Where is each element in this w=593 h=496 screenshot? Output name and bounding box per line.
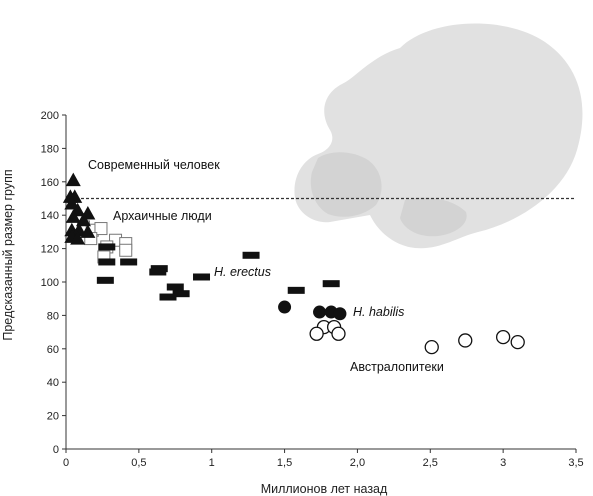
x-tick-label: 0 xyxy=(63,457,69,469)
x-tick-label: 1 xyxy=(209,457,215,469)
rectangle-marker xyxy=(193,273,211,281)
annotation-modern-human: Современный человек xyxy=(88,158,220,172)
y-tick-label: 0 xyxy=(53,444,59,456)
y-tick-label: 80 xyxy=(47,310,59,322)
y-tick-label: 100 xyxy=(41,277,59,289)
x-tick-label: 2,5 xyxy=(423,457,438,469)
rectangle-marker xyxy=(120,258,138,266)
skull-shading xyxy=(310,152,467,237)
rectangle-marker xyxy=(149,268,167,276)
filled-circle-marker xyxy=(278,300,292,314)
rectangle-marker xyxy=(166,283,184,291)
open-circle-marker xyxy=(495,329,511,345)
y-tick-label: 140 xyxy=(41,210,59,222)
y-tick-label: 60 xyxy=(47,344,59,356)
y-tick-label: 40 xyxy=(47,377,59,389)
rectangle-marker xyxy=(242,251,260,259)
y-tick-label: 180 xyxy=(41,143,59,155)
triangle-marker xyxy=(70,231,86,245)
triangle-marker xyxy=(71,222,87,237)
triangle-marker xyxy=(80,224,96,238)
rectangle-marker xyxy=(322,280,340,288)
x-tick-label: 0,5 xyxy=(131,457,146,469)
filled-circle-marker xyxy=(333,307,347,321)
rectangle-marker xyxy=(172,290,190,298)
annotation-australopithecines: Австралопитеки xyxy=(350,360,444,374)
triangle-marker xyxy=(65,209,81,223)
y-axis-title: Предсказанный размер групп xyxy=(1,169,15,340)
annotation-archaic-humans: Архаичные люди xyxy=(113,209,212,223)
rectangle-marker xyxy=(159,293,177,301)
data-points xyxy=(62,172,525,355)
y-tick-label: 200 xyxy=(41,110,59,122)
triangle-marker xyxy=(65,172,81,187)
annotation-h-erectus: H. erectus xyxy=(214,265,271,279)
open-circle-marker xyxy=(331,326,346,341)
y-tick-label: 120 xyxy=(41,244,59,256)
open-square-marker xyxy=(119,243,133,257)
open-circle-marker xyxy=(458,333,473,348)
rectangle-marker xyxy=(287,286,305,294)
x-tick-label: 2,0 xyxy=(350,457,365,469)
rectangle-marker xyxy=(98,258,116,266)
y-tick-label: 20 xyxy=(47,411,59,423)
triangle-marker xyxy=(64,196,80,210)
annotation-h-habilis: H. habilis xyxy=(353,305,404,319)
open-square-marker xyxy=(94,222,108,236)
rectangle-marker xyxy=(98,243,116,251)
x-tick-label: 1,5 xyxy=(277,457,292,469)
open-circle-marker xyxy=(424,339,439,355)
x-tick-label: 3,5 xyxy=(568,457,583,469)
x-axis-title: Миллионов лет назад xyxy=(261,482,388,496)
filled-circle-marker xyxy=(313,305,327,319)
y-tick-label: 160 xyxy=(41,177,59,189)
x-tick-label: 3 xyxy=(500,457,506,469)
triangle-marker xyxy=(75,212,91,227)
rectangle-marker xyxy=(96,276,114,284)
axes: 0 20 40 60 80 100 120 140 160 180 200 0 0,5 1 1,5 2,0 2,… xyxy=(41,110,584,469)
open-circle-marker xyxy=(510,334,525,350)
open-circle-marker xyxy=(309,326,324,341)
